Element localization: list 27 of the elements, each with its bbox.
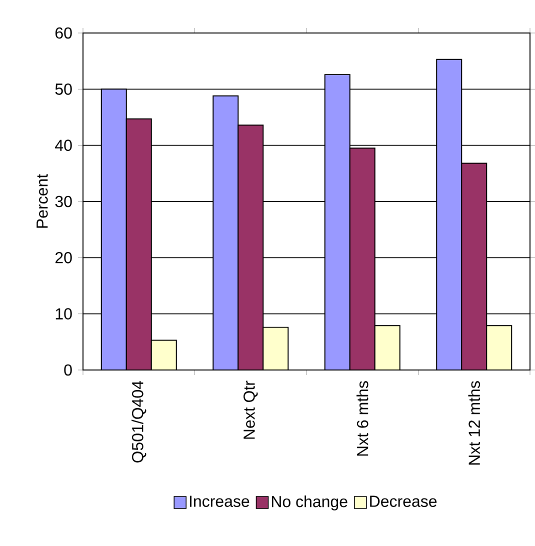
y-tick-label: 0: [64, 364, 72, 376]
x-tick-label: Q501/Q404: [131, 381, 146, 462]
x-tick-label: Nxt 6 mths: [356, 381, 368, 456]
bar: [374, 325, 400, 370]
y-axis-title: Percent: [36, 174, 48, 228]
bar: [212, 95, 238, 370]
bar: [324, 74, 350, 370]
legend-label: Increase: [190, 496, 249, 507]
bar: [237, 124, 264, 370]
y-tick-label: 50: [55, 84, 72, 95]
bar: [126, 118, 152, 370]
bar: [349, 148, 376, 370]
bar: [460, 162, 487, 370]
bar: [100, 88, 127, 370]
y-tick-label: 40: [54, 140, 72, 151]
bar: [262, 326, 288, 370]
bar: [150, 340, 177, 370]
bar: [486, 325, 512, 370]
legend-label: No change: [272, 496, 348, 510]
y-tick-label: 30: [55, 196, 72, 208]
legend-label: Decrease: [370, 496, 436, 507]
x-tick-label: Next Qtr: [243, 380, 258, 439]
y-tick-label: 10: [56, 308, 72, 320]
y-tick-label: 20: [55, 252, 72, 264]
bar: [436, 58, 462, 370]
y-tick-label: 60: [55, 27, 72, 39]
x-tick-label: Nxt 12 mths: [468, 381, 480, 465]
